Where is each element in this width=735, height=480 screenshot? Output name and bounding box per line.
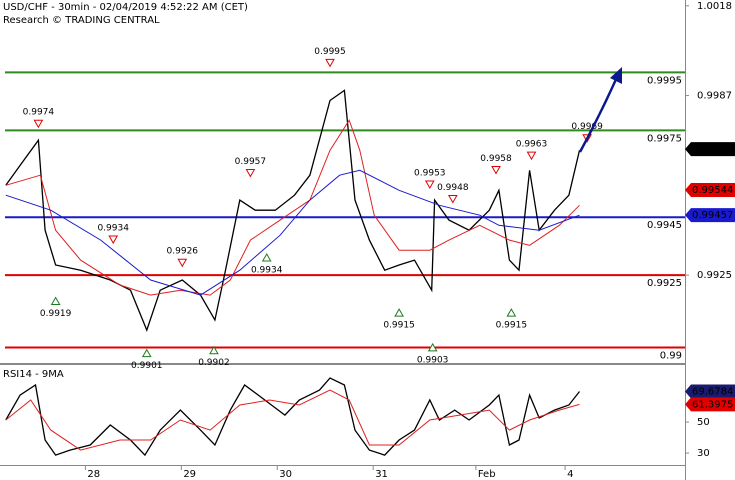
price-tag: [685, 397, 735, 412]
low-marker: [209, 345, 219, 355]
price-tag-label: 0.99544: [692, 185, 733, 196]
price-tag-label: 0.99685: [692, 144, 733, 155]
x-tick-label: 29: [183, 469, 196, 480]
high-label: 0.9948: [437, 183, 469, 193]
y-tick-label: 30: [697, 448, 710, 459]
price-tag: [685, 208, 735, 223]
price-tag: [685, 182, 735, 197]
price-tag-label: 69.6784: [692, 387, 733, 398]
series-line: [5, 169, 580, 296]
high-label: 0.9969: [571, 122, 603, 132]
low-label: 0.9915: [496, 321, 528, 331]
low-label: 0.9901: [131, 361, 163, 371]
high-label: 0.9926: [167, 247, 199, 257]
high-marker: [33, 119, 44, 129]
high-marker: [491, 166, 501, 175]
arrow-head: [610, 67, 622, 84]
high-marker: [177, 258, 188, 268]
x-tick-label: 28: [87, 469, 100, 480]
high-label: 0.9995: [314, 47, 346, 57]
y-tick-label: 0.9987: [697, 91, 732, 102]
price-tag-label: 61.3975: [692, 399, 733, 410]
high-marker: [108, 235, 119, 245]
level-label: 0.9975: [647, 133, 682, 144]
level-label: 0.9925: [647, 278, 682, 289]
forecast-arrow: [578, 67, 622, 153]
low-marker: [394, 308, 404, 317]
series-line: [5, 389, 580, 451]
low-label: 0.9934: [251, 266, 283, 276]
y-tick-label: 0.9925: [697, 270, 732, 281]
high-label: 0.9953: [414, 169, 446, 179]
low-label: 0.9903: [417, 355, 449, 365]
high-marker: [245, 168, 256, 178]
x-tick-label: Feb: [478, 469, 496, 480]
low-marker: [261, 253, 272, 262]
high-label: 0.9934: [97, 224, 129, 234]
low-label: 0.9902: [198, 358, 230, 368]
low-marker: [506, 308, 517, 317]
series-line: [5, 119, 580, 296]
high-label: 0.9958: [480, 154, 512, 164]
high-marker: [424, 180, 435, 190]
level-label: 0.9945: [647, 220, 682, 231]
high-label: 0.9957: [235, 157, 267, 167]
x-tick-label: 31: [375, 469, 388, 480]
x-tick-label: 4: [567, 469, 573, 480]
high-marker: [526, 151, 537, 161]
chart-title: USD/CHF - 30min - 02/04/2019 4:52:22 AM …: [3, 2, 248, 13]
level-label: 0.9995: [647, 75, 682, 86]
price-tag: [685, 142, 735, 157]
rsi-title: RSI14 - 9MA: [3, 369, 64, 380]
high-label: 0.9974: [23, 108, 55, 118]
price-tag-label: 0.99457: [692, 210, 733, 221]
low-marker: [50, 296, 61, 305]
low-marker: [141, 348, 152, 358]
high-marker: [447, 195, 458, 204]
price-tag: [685, 384, 735, 399]
chart-subtitle: Research © TRADING CENTRAL: [3, 15, 160, 26]
low-label: 0.9919: [40, 309, 72, 319]
x-tick-label: 30: [279, 469, 292, 480]
arrow-shaft: [578, 74, 620, 153]
y-tick-label: 50: [697, 417, 710, 428]
high-marker: [325, 58, 335, 68]
low-label: 0.9915: [383, 321, 415, 331]
y-tick-label: 1.0018: [697, 1, 732, 12]
level-label: 0.99: [660, 351, 682, 362]
high-label: 0.9963: [516, 140, 548, 150]
low-marker: [427, 342, 438, 352]
series-line: [5, 377, 581, 457]
